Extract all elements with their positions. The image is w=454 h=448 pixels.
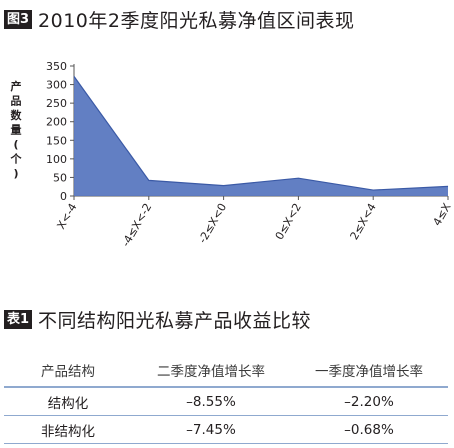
y-tick-label: 350 (46, 60, 67, 73)
y-axis: 0 50 100 150 200 250 300 350 (46, 60, 75, 203)
x-tick-label: -2≤X<0 (196, 201, 229, 246)
cell-q2-growth: –8.55% (132, 387, 290, 416)
plot-area (73, 76, 449, 196)
x-tick-label: 4≤X (430, 201, 453, 228)
table-row: 结构化 –8.55% –2.20% (4, 387, 448, 416)
y-tick-label: 50 (53, 171, 67, 184)
x-tick-label: X<-4 (54, 201, 79, 232)
y-tick-label: 150 (46, 134, 67, 147)
x-tick-label: 2≤X<4 (348, 201, 379, 242)
table-header-row: 产品结构 二季度净值增长率 一季度净值增长率 (4, 354, 448, 388)
x-tick-label: -4≤X<-2 (119, 201, 154, 249)
x-tick-label: 0≤X<2 (273, 201, 304, 242)
y-tick-label: 100 (46, 153, 67, 166)
y-tick-label: 0 (60, 190, 67, 203)
area-chart: 产品数量(个) 0 50 100 150 200 250 300 350 X<-4 -4≤X<-… (10, 60, 454, 249)
area-series-line (73, 76, 449, 191)
cell-structure: 结构化 (4, 387, 132, 416)
y-tick-label: 250 (46, 97, 67, 110)
table-tag: 表1 (4, 309, 33, 329)
header-q1-growth: 一季度净值增长率 (289, 354, 448, 388)
y-tick-label: 300 (46, 79, 67, 92)
cell-q2-growth: –7.45% (132, 415, 290, 444)
cell-q1-growth: –2.20% (289, 387, 448, 416)
returns-table: 产品结构 二季度净值增长率 一季度净值增长率 结构化 –8.55% –2.20%… (4, 354, 448, 444)
cell-q1-growth: –0.68% (289, 415, 448, 444)
header-q2-growth: 二季度净值增长率 (132, 354, 290, 388)
table-header: 表1 不同结构阳光私募产品收益比较 (4, 306, 311, 332)
x-axis: X<-4 -4≤X<-2 -2≤X<0 0≤X<2 2≤X<4 4≤X (54, 195, 454, 249)
area-series-fill (74, 76, 448, 196)
figure-title: 2010年2季度阳光私募净值区间表现 (38, 9, 355, 32)
y-tick-label: 200 (46, 116, 67, 129)
figure-header: 图3 2010年2季度阳光私募净值区间表现 (4, 6, 355, 32)
cell-structure: 非结构化 (4, 415, 132, 444)
table-title: 不同结构阳光私募产品收益比较 (38, 309, 312, 332)
header-structure: 产品结构 (4, 354, 132, 388)
table-row: 非结构化 –7.45% –0.68% (4, 415, 448, 444)
figure-tag: 图3 (4, 9, 33, 29)
y-axis-label: 产品数量(个) (10, 79, 23, 180)
